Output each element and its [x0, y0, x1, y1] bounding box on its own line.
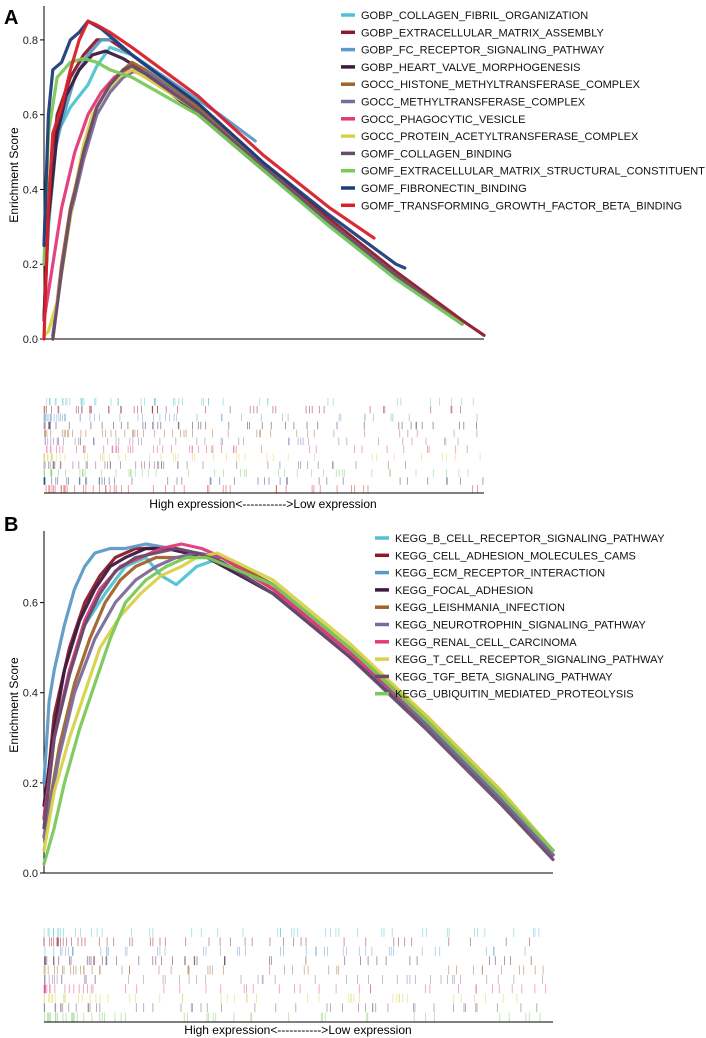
chart-panel-a: A 0.0 0.2 0.4 0.6 0.8 Enrichment Score GOBP_COL…	[4, 6, 705, 511]
legend-entry: GOBP_FC_RECEPTOR_SIGNALING_PATHWAY	[361, 45, 605, 57]
legend-entry: GOBP_EXTRACELLULAR_MATRIX_ASSEMBLY	[361, 27, 605, 39]
legend-entry: GOCC_METHYLTRANSFERASE_COMPLEX	[361, 97, 586, 109]
series-line	[42, 19, 376, 341]
series-line	[51, 64, 464, 341]
panel-label: A	[4, 7, 18, 29]
legend-entry: KEGG_T_CELL_RECEPTOR_SIGNALING_PATHWAY	[395, 654, 665, 666]
legend-entry: GOMF_FIBRONECTIN_BINDING	[361, 183, 527, 195]
panel-label: B	[4, 514, 18, 536]
legend-entry: GOMF_COLLAGEN_BINDING	[361, 148, 512, 160]
hit-barcode	[43, 928, 547, 1022]
legend-entry: GOCC_HISTONE_METHYLTRANSFERASE_COMPLEX	[361, 79, 641, 91]
hit-barcode	[43, 398, 484, 493]
y-tick-label: 0.4	[23, 688, 38, 700]
y-tick-label: 0.4	[23, 184, 38, 196]
legend-entry: KEGG_TGF_BETA_SIGNALING_PATHWAY	[395, 671, 613, 683]
y-tick-label: 0.6	[23, 110, 38, 122]
legend-entry: KEGG_RENAL_CELL_CARCINOMA	[395, 637, 577, 649]
series-line	[42, 546, 555, 857]
legend-entry: KEGG_ECM_RECEPTOR_INTERACTION	[395, 568, 605, 580]
legend-entry: KEGG_UBIQUITIN_MEDIATED_PROTEOLYSIS	[395, 689, 634, 701]
legend-entry: GOBP_COLLAGEN_FIBRIL_ORGANIZATION	[361, 10, 588, 22]
legend-entry: KEGG_NEUROTROPHIN_SIGNALING_PATHWAY	[395, 620, 646, 632]
y-tick-label: 0.2	[23, 259, 38, 271]
legend-entry: GOBP_HEART_VALVE_MORPHOGENESIS	[361, 62, 580, 74]
x-axis-caption: High expression<----------->Low expressi…	[184, 1023, 411, 1037]
legend-entry: KEGG_LEISHMANIA_INFECTION	[395, 602, 565, 614]
y-tick-label: 0.0	[23, 334, 38, 346]
y-tick-label: 0.6	[23, 598, 38, 610]
y-tick-label: 0.0	[23, 868, 38, 880]
legend-entry: GOMF_TRANSFORMING_GROWTH_FACTOR_BETA_BIN…	[361, 200, 682, 212]
y-axis-title: Enrichment Score	[7, 127, 21, 223]
legend-entry: GOCC_PHAGOCYTIC_VESICLE	[361, 114, 525, 126]
legend-entry: GOMF_EXTRACELLULAR_MATRIX_STRUCTURAL_CON…	[361, 166, 705, 178]
legend-entry: KEGG_FOCAL_ADHESION	[395, 585, 533, 597]
y-tick-label: 0.8	[23, 35, 38, 47]
series-line	[42, 555, 555, 853]
series-line	[42, 56, 464, 326]
series-line	[42, 551, 555, 857]
chart-panel-b: B 0.0 0.2 0.4 0.6 Enrichment Score KEGG_B_CELL…	[4, 514, 665, 1037]
y-axis-title: Enrichment Score	[7, 657, 21, 753]
legend-entry: KEGG_B_CELL_RECEPTOR_SIGNALING_PATHWAY	[395, 533, 665, 545]
y-tick-label: 0.2	[23, 778, 38, 790]
legend-entry: KEGG_CELL_ADHESION_MOLECULES_CAMS	[395, 550, 636, 562]
series-line	[42, 19, 407, 270]
legend-entry: GOCC_PROTEIN_ACETYLTRANSFERASE_COMPLEX	[361, 131, 639, 143]
series-line	[42, 555, 555, 866]
x-axis-caption: High expression<----------->Low expressi…	[149, 497, 376, 511]
series-line	[42, 551, 555, 853]
